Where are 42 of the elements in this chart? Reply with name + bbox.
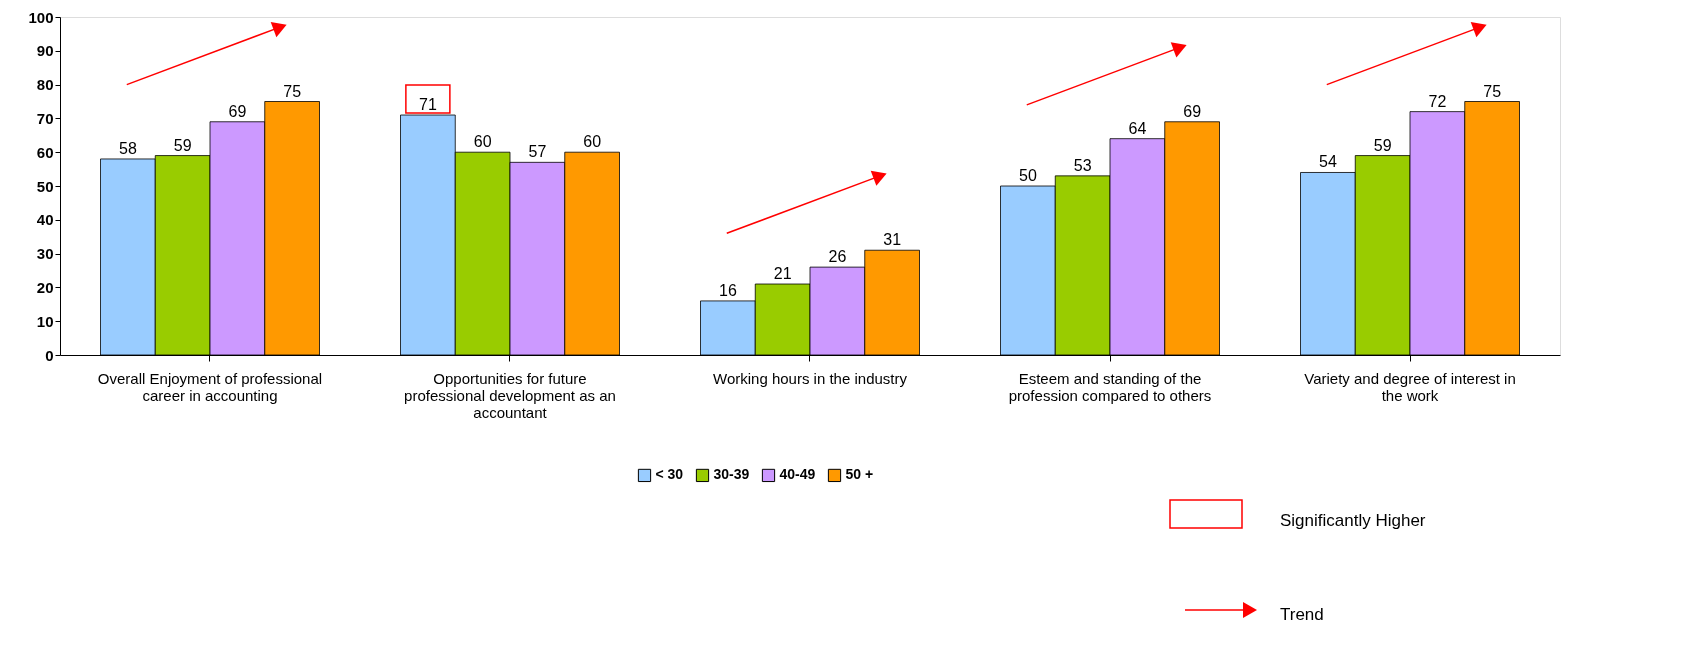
x-tick-label: Esteem and standing of the profession compared to others xyxy=(1008,369,1212,404)
y-tick-label: 40 xyxy=(36,211,54,229)
y-tick-label: 90 xyxy=(36,42,54,60)
text: Significantly Higher xyxy=(1280,511,1426,530)
legend-label: 30-39 xyxy=(713,466,750,483)
y-tick-label: 30 xyxy=(36,245,54,263)
x-tick-label: Overall Enjoyment of professional career in accounting xyxy=(97,369,323,404)
data-label: 69 xyxy=(1183,102,1202,120)
x-tick-label: Opportunities for future professional development as an accountant xyxy=(404,369,616,421)
x-tick-label: Working hours in the industry xyxy=(713,369,908,387)
legend-label: 40-49 xyxy=(779,466,816,483)
legend-label: < 30 xyxy=(655,466,684,483)
y-tick-label: 20 xyxy=(36,278,54,296)
y-tick-label: 100 xyxy=(28,8,54,26)
data-label: 71 xyxy=(418,96,437,114)
y-tick-label: 70 xyxy=(36,109,54,127)
data-label: 16 xyxy=(718,281,737,299)
data-label: 21 xyxy=(773,265,792,283)
y-tick-label: 60 xyxy=(36,143,54,161)
data-label: 60 xyxy=(583,133,602,151)
data-label: 59 xyxy=(1373,136,1392,154)
y-tick-label: 50 xyxy=(36,177,54,195)
data-label: 57 xyxy=(528,143,547,161)
text: Trend xyxy=(1280,605,1324,624)
data-label: 60 xyxy=(473,133,492,151)
data-label: 59 xyxy=(173,136,192,154)
data-label: 69 xyxy=(228,102,247,120)
legend-label: 50 + xyxy=(845,466,874,483)
data-label: 50 xyxy=(1018,167,1037,184)
y-tick-label: 10 xyxy=(36,312,54,330)
data-label: 26 xyxy=(828,248,847,266)
data-label: 72 xyxy=(1428,92,1447,110)
data-label: 64 xyxy=(1128,119,1147,137)
y-tick-label: 80 xyxy=(36,76,54,94)
data-label: 75 xyxy=(1483,82,1502,100)
y-tick-label: 0 xyxy=(45,346,54,364)
data-label: 75 xyxy=(283,82,302,100)
data-label: 31 xyxy=(883,231,902,249)
x-tick-label: Variety and degree of interest in the work xyxy=(1304,369,1516,404)
data-label: 54 xyxy=(1318,153,1337,171)
data-label: 58 xyxy=(118,139,137,157)
data-label: 53 xyxy=(1073,156,1092,174)
